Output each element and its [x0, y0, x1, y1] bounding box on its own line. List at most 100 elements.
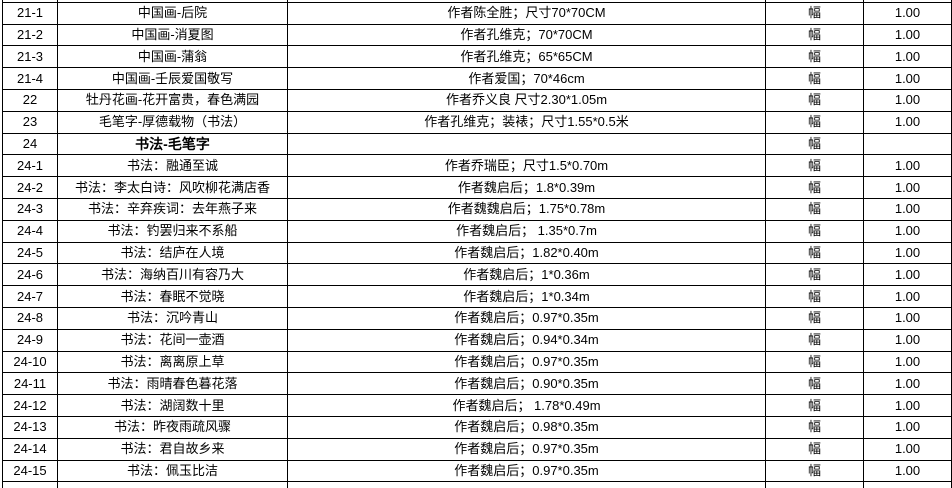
item-name-cell[interactable]: 书法：春眠不觉晓	[57, 285, 288, 308]
unit-cell[interactable]: 幅	[765, 372, 864, 396]
item-desc-cell[interactable]	[287, 132, 766, 156]
row-id-cell[interactable]: 24-12	[2, 394, 58, 417]
unit-cell[interactable]: 幅	[765, 350, 864, 374]
unit-cell[interactable]: 幅	[765, 285, 864, 308]
item-desc-cell[interactable]: 作者孔维克；装裱；尺寸1.55*0.5米	[287, 110, 766, 134]
qty-cell[interactable]: 1.00	[863, 154, 952, 178]
row-id-cell[interactable]: 21-1	[2, 1, 58, 25]
item-desc-cell[interactable]: 作者魏启后； 1.78*0.49m	[287, 394, 766, 417]
row-id-cell[interactable]: 24-15	[2, 459, 58, 483]
unit-cell[interactable]: 幅	[765, 219, 864, 243]
item-desc-cell[interactable]: 作者魏启后；1.82*0.40m	[287, 241, 766, 265]
item-name-cell[interactable]: 书法：雨晴春色暮花落	[57, 372, 288, 396]
item-desc-cell[interactable]: 作者魏启后；1*0.34m	[287, 285, 766, 308]
item-name-cell[interactable]: 毛笔字-厚德载物（书法）	[57, 110, 288, 134]
unit-cell[interactable]: 幅	[765, 176, 864, 199]
unit-cell[interactable]: 幅	[765, 1, 864, 25]
unit-cell[interactable]: 幅	[765, 45, 864, 69]
qty-cell[interactable]	[863, 132, 952, 156]
item-name-cell[interactable]: 书法：君自故乡来	[57, 437, 288, 461]
row-id-cell[interactable]: 21-2	[2, 23, 58, 47]
unit-cell[interactable]: 幅	[765, 132, 864, 156]
qty-cell[interactable]: 1.00	[863, 263, 952, 287]
row-id-cell[interactable]: 24-8	[2, 306, 58, 330]
item-name-cell[interactable]: 书法：昨夜雨疏风骤	[57, 415, 288, 439]
unit-cell[interactable]: 幅	[765, 88, 864, 112]
qty-cell[interactable]: 1.00	[863, 415, 952, 439]
unit-cell[interactable]: 幅	[765, 110, 864, 134]
item-name-cell[interactable]: 中国画-消夏图	[57, 23, 288, 47]
item-desc-cell[interactable]: 作者魏启后；0.98*0.35m	[287, 415, 766, 439]
qty-cell[interactable]: 1.00	[863, 219, 952, 243]
item-desc-cell[interactable]: 作者陈全胜；尺寸70*70CM	[287, 1, 766, 25]
item-name-cell[interactable]: 书法：钓罢归来不系船	[57, 219, 288, 243]
item-desc-cell[interactable]: 作者魏启后；0.97*0.35m	[287, 306, 766, 330]
qty-cell[interactable]: 1.00	[863, 110, 952, 134]
item-desc-cell[interactable]: 作者魏启后；0.97*0.35m	[287, 350, 766, 374]
qty-cell[interactable]: 1.00	[863, 306, 952, 330]
row-id-cell[interactable]: 24-11	[2, 372, 58, 396]
row-id-cell[interactable]: 24-13	[2, 415, 58, 439]
item-desc-cell[interactable]: 作者孔维克；65*65CM	[287, 45, 766, 69]
row-id-cell[interactable]: 24-14	[2, 437, 58, 461]
qty-cell[interactable]: 1.00	[863, 176, 952, 199]
unit-cell[interactable]: 幅	[765, 23, 864, 47]
qty-cell[interactable]: 1.00	[863, 350, 952, 374]
row-id-cell[interactable]: 24-5	[2, 241, 58, 265]
row-id-cell[interactable]: 24-9	[2, 328, 58, 352]
row-id-cell[interactable]: 24-3	[2, 197, 58, 221]
item-name-cell[interactable]: 书法：辛弃疾词：去年燕子来	[57, 197, 288, 221]
item-name-cell[interactable]: 中国画-蒲翁	[57, 45, 288, 69]
item-name-cell[interactable]: 书法：佩玉比洁	[57, 459, 288, 483]
unit-cell[interactable]: 幅	[765, 459, 864, 483]
qty-cell[interactable]: 1.00	[863, 88, 952, 112]
item-name-cell[interactable]: 书法：海纳百川有容乃大	[57, 263, 288, 287]
item-desc-cell[interactable]: 作者魏启后；0.97*0.35m	[287, 459, 766, 483]
item-desc-cell[interactable]: 作者魏启后；0.97*0.35m	[287, 437, 766, 461]
row-id-cell[interactable]: 24	[2, 132, 58, 156]
item-desc-cell[interactable]: 作者魏启后；0.94*0.34m	[287, 328, 766, 352]
item-name-cell[interactable]: 中国画-壬辰爱国敬写	[57, 67, 288, 90]
unit-cell[interactable]: 幅	[765, 328, 864, 352]
row-id-cell[interactable]: 22	[2, 88, 58, 112]
row-id-cell[interactable]: 21-4	[2, 67, 58, 90]
unit-cell[interactable]: 幅	[765, 67, 864, 90]
item-desc-cell[interactable]: 作者魏启后； 1.35*0.7m	[287, 219, 766, 243]
item-desc-cell[interactable]: 作者乔瑞臣；尺寸1.5*0.70m	[287, 154, 766, 178]
item-name-cell[interactable]: 牡丹花画-花开富贵，春色满园	[57, 88, 288, 112]
qty-cell[interactable]: 1.00	[863, 23, 952, 47]
qty-cell[interactable]: 1.00	[863, 328, 952, 352]
row-id-cell[interactable]: 24-4	[2, 219, 58, 243]
item-desc-cell[interactable]: 作者乔义良 尺寸2.30*1.05m	[287, 88, 766, 112]
row-id-cell[interactable]: 24-6	[2, 263, 58, 287]
qty-cell[interactable]: 1.00	[863, 241, 952, 265]
qty-cell[interactable]: 1.00	[863, 437, 952, 461]
unit-cell[interactable]: 幅	[765, 241, 864, 265]
item-name-cell[interactable]: 书法-毛笔字	[57, 132, 288, 156]
item-name-cell[interactable]: 书法：离离原上草	[57, 350, 288, 374]
unit-cell[interactable]: 幅	[765, 197, 864, 221]
item-name-cell[interactable]: 书法：李太白诗：风吹柳花满店香	[57, 176, 288, 199]
unit-cell[interactable]: 幅	[765, 437, 864, 461]
row-id-cell[interactable]: 23	[2, 110, 58, 134]
qty-cell[interactable]: 1.00	[863, 45, 952, 69]
row-id-cell[interactable]: 24-7	[2, 285, 58, 308]
row-id-cell[interactable]: 21-3	[2, 45, 58, 69]
item-name-cell[interactable]: 书法：湖阔数十里	[57, 394, 288, 417]
item-desc-cell[interactable]: 作者爱国；70*46cm	[287, 67, 766, 90]
item-name-cell[interactable]: 书法：结庐在人境	[57, 241, 288, 265]
item-desc-cell[interactable]: 作者魏启后；0.90*0.35m	[287, 372, 766, 396]
unit-cell[interactable]: 幅	[765, 306, 864, 330]
unit-cell[interactable]: 幅	[765, 394, 864, 417]
row-id-cell[interactable]: 24-10	[2, 350, 58, 374]
qty-cell[interactable]: 1.00	[863, 459, 952, 483]
item-desc-cell[interactable]: 作者孔维克；70*70CM	[287, 23, 766, 47]
item-desc-cell[interactable]: 作者魏启后；1*0.36m	[287, 263, 766, 287]
qty-cell[interactable]: 1.00	[863, 285, 952, 308]
item-name-cell[interactable]: 书法：融通至诚	[57, 154, 288, 178]
qty-cell[interactable]: 1.00	[863, 1, 952, 25]
qty-cell[interactable]: 1.00	[863, 197, 952, 221]
item-desc-cell[interactable]: 作者魏启后；1.8*0.39m	[287, 176, 766, 199]
item-name-cell[interactable]: 书法：花间一壶酒	[57, 328, 288, 352]
item-name-cell[interactable]: 书法：沉吟青山	[57, 306, 288, 330]
